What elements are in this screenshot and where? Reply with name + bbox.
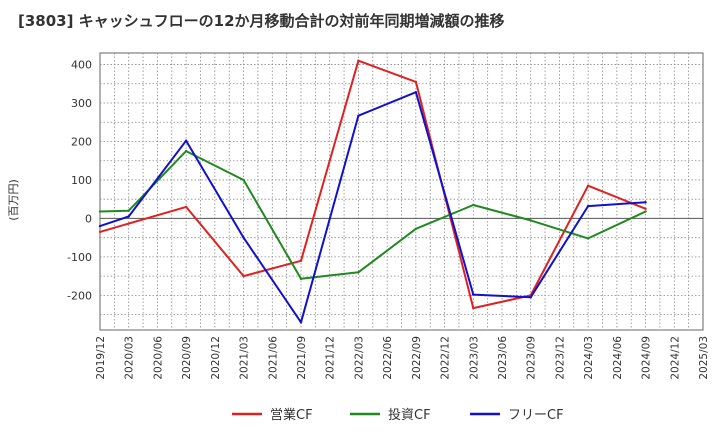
x-tick-label: 2019/12 xyxy=(95,336,107,380)
data-point xyxy=(644,207,647,211)
x-tick-label: 2024/12 xyxy=(669,336,681,380)
data-point xyxy=(299,259,303,262)
data-point xyxy=(414,80,418,84)
x-tick-label: 2021/12 xyxy=(325,336,337,380)
data-point xyxy=(98,210,102,213)
data-point xyxy=(586,204,590,208)
data-point xyxy=(98,224,102,228)
series-layer xyxy=(98,59,647,324)
data-point xyxy=(242,236,245,239)
y-tick-label: 100 xyxy=(71,174,92,187)
y-tick-label: 400 xyxy=(71,59,92,72)
grid-layer xyxy=(100,53,703,330)
x-tick-label: 2021/03 xyxy=(239,336,251,380)
y-tick-label: 0 xyxy=(85,212,92,225)
data-point xyxy=(472,293,475,296)
x-tick-label: 2025/03 xyxy=(698,336,710,380)
data-point xyxy=(586,184,590,187)
y-axis-label: (百万円) xyxy=(7,179,20,221)
x-tick-label: 2021/09 xyxy=(296,336,308,380)
data-point xyxy=(414,227,418,231)
x-tick-label: 2022/03 xyxy=(353,336,365,380)
data-point xyxy=(242,178,245,182)
legend: 営業CF 投資CF フリーCF xyxy=(232,407,564,423)
data-point xyxy=(586,237,590,240)
data-point xyxy=(299,321,303,324)
x-tick-label: 2024/06 xyxy=(612,336,624,380)
data-point xyxy=(242,274,245,278)
data-point xyxy=(357,271,360,274)
y-tick-labels: 400 300 200 100 0 -100 -200 xyxy=(67,59,92,303)
y-tick-label: 300 xyxy=(71,97,92,110)
x-tick-label: 2022/12 xyxy=(440,336,452,380)
data-point xyxy=(127,209,130,212)
data-point xyxy=(98,230,102,234)
y-tick-label: 200 xyxy=(71,135,92,148)
x-tick-labels: 2019/12 2020/03 2020/06 2020/09 2020/12 2021/… xyxy=(95,336,710,380)
data-point xyxy=(357,114,360,117)
data-point xyxy=(184,205,188,209)
data-point xyxy=(644,201,647,204)
x-tick-label: 2024/09 xyxy=(641,336,653,380)
x-tick-label: 2020/03 xyxy=(124,336,136,380)
x-tick-label: 2023/03 xyxy=(468,336,480,380)
x-tick-label: 2022/06 xyxy=(382,336,394,380)
x-tick-label: 2023/12 xyxy=(554,336,566,380)
data-point xyxy=(184,139,188,142)
legend-label: 投資CF xyxy=(388,407,431,423)
data-point xyxy=(357,59,360,62)
data-point xyxy=(184,149,188,153)
data-point xyxy=(299,277,303,281)
data-point xyxy=(472,306,475,310)
legend-label: フリーCF xyxy=(508,408,564,423)
legend-label: 営業CF xyxy=(270,407,313,423)
data-point xyxy=(529,296,532,299)
data-point xyxy=(644,210,647,213)
x-tick-label: 2020/09 xyxy=(181,336,193,380)
y-tick-label: -200 xyxy=(67,289,92,302)
data-point xyxy=(472,203,475,207)
x-tick-label: 2024/03 xyxy=(583,336,595,380)
y-tick-label: -100 xyxy=(67,251,92,264)
x-tick-label: 2023/09 xyxy=(526,336,538,380)
data-point xyxy=(529,219,532,222)
x-tick-label: 2020/06 xyxy=(152,336,164,380)
x-tick-label: 2022/09 xyxy=(411,336,423,380)
data-point xyxy=(127,215,130,218)
data-point xyxy=(414,91,418,94)
x-tick-label: 2021/06 xyxy=(267,336,279,380)
x-tick-label: 2020/12 xyxy=(210,336,222,380)
series-line-1 xyxy=(99,59,646,310)
x-tick-label: 2023/06 xyxy=(497,336,509,380)
chart-title: [3803] キャッシュフローの12か月移動合計の対前年同期増減額の推移 xyxy=(18,12,505,30)
